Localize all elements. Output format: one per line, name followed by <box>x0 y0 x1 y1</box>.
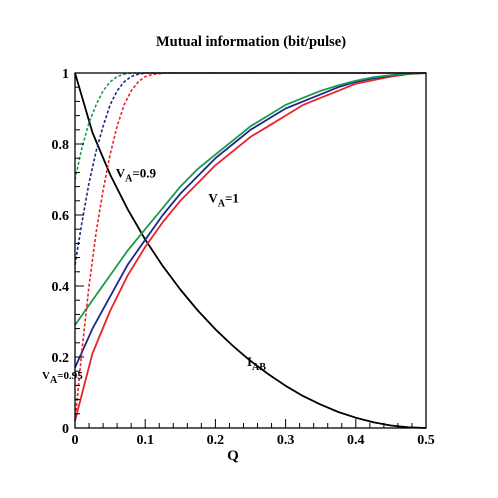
y-tick-label: 0.2 <box>52 351 70 366</box>
annotation-2: IAB <box>247 354 266 373</box>
x-tick-label: 0.3 <box>277 433 295 448</box>
series-line-5 <box>74 72 426 265</box>
annotation-0: VA=0.9 <box>116 166 157 185</box>
y-tick-label: 0.4 <box>52 280 70 295</box>
series-line-0 <box>74 72 427 429</box>
x-axis-label: Q <box>227 448 239 464</box>
x-tick-label: 0.1 <box>136 433 154 448</box>
y-tick-label: 0 <box>62 422 69 437</box>
chart-title: Mutual information (bit/pulse) <box>156 34 346 50</box>
x-tick-label: 0.5 <box>417 433 435 448</box>
series-line-3 <box>74 72 427 326</box>
plot-frame <box>74 72 427 429</box>
y-tick-label: 1 <box>62 67 69 82</box>
x-tick-label: 0.2 <box>207 433 225 448</box>
y-tick-label: 0.8 <box>52 138 70 153</box>
y-tick-label: 0.6 <box>52 209 70 224</box>
series-line-6 <box>74 72 426 421</box>
series-line-1 <box>74 72 427 422</box>
series-layer <box>74 72 427 429</box>
x-tick-label: 0 <box>72 433 79 448</box>
annotation-3: VA=0.95 <box>42 370 83 386</box>
ticks-layer: 0 0.1 0.2 0.3 0.4 0.5 0 0.2 0.4 0.6 0.8 1 <box>52 67 435 448</box>
series-line-4 <box>74 72 426 180</box>
annotation-layer: VA=0.9 VA=1 IAB VA=0.95 <box>42 166 266 386</box>
x-tick-label: 0.4 <box>347 433 365 448</box>
series-line-2 <box>74 72 427 368</box>
annotation-1: VA=1 <box>208 191 239 210</box>
